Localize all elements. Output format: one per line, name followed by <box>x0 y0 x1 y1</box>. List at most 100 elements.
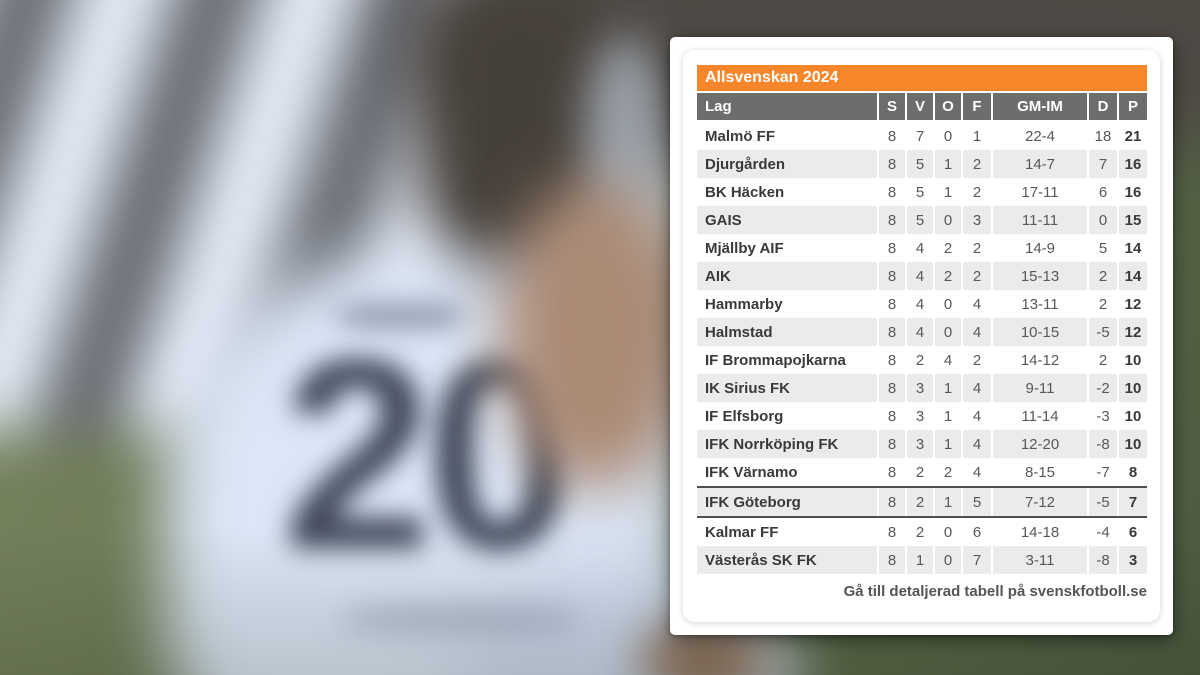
stat-f: 4 <box>963 290 991 318</box>
stat-d: 2 <box>1089 346 1117 374</box>
table-row: Malmö FF 8 7 0 1 22-4 18 21 <box>697 122 1147 150</box>
team-name: AIK <box>697 262 877 290</box>
stat-p: 10 <box>1119 430 1147 458</box>
col-header-s: S <box>879 93 905 120</box>
bg-arm-blur <box>500 180 690 490</box>
stat-v: 3 <box>907 374 933 402</box>
stat-v: 1 <box>907 546 933 574</box>
table-header-row: Lag S V O F GM-IM D P <box>697 93 1147 120</box>
stat-d: -7 <box>1089 458 1117 486</box>
stat-v: 7 <box>907 122 933 150</box>
table-row: Djurgården 8 5 1 2 14-7 7 16 <box>697 150 1147 178</box>
relegation-divider <box>697 486 1147 488</box>
stat-s: 8 <box>879 546 905 574</box>
stat-gm: 9-11 <box>993 374 1087 402</box>
col-header-d: D <box>1089 93 1117 120</box>
stat-v: 2 <box>907 518 933 546</box>
stat-o: 1 <box>935 178 961 206</box>
col-header-o: O <box>935 93 961 120</box>
stat-d: 7 <box>1089 150 1117 178</box>
stat-gm: 15-13 <box>993 262 1087 290</box>
stat-p: 14 <box>1119 262 1147 290</box>
stat-o: 1 <box>935 374 961 402</box>
standings-rows: Malmö FF 8 7 0 1 22-4 18 21 Djurgården 8 5 1 2 14-7 7 1… <box>697 122 1147 574</box>
stat-o: 0 <box>935 518 961 546</box>
table-row: IK Sirius FK 8 3 1 4 9-11 -2 10 <box>697 374 1147 402</box>
stat-f: 6 <box>963 518 991 546</box>
stat-f: 2 <box>963 262 991 290</box>
stat-p: 3 <box>1119 546 1147 574</box>
stat-s: 8 <box>879 458 905 486</box>
relegation-divider <box>697 516 1147 518</box>
stat-s: 8 <box>879 374 905 402</box>
stat-v: 4 <box>907 234 933 262</box>
col-header-gm-im: GM-IM <box>993 93 1087 120</box>
col-header-lag: Lag <box>697 93 877 120</box>
stat-v: 4 <box>907 318 933 346</box>
team-name: Kalmar FF <box>697 518 877 546</box>
table-row: IFK Norrköping FK 8 3 1 4 12-20 -8 10 <box>697 430 1147 458</box>
stat-p: 16 <box>1119 178 1147 206</box>
table-row: Halmstad 8 4 0 4 10-15 -5 12 <box>697 318 1147 346</box>
stat-gm: 11-14 <box>993 402 1087 430</box>
widget-title-bar: Allsvenskan 2024 <box>697 65 1147 91</box>
team-name: Djurgården <box>697 150 877 178</box>
stat-o: 0 <box>935 546 961 574</box>
stat-f: 4 <box>963 458 991 486</box>
standings-widget: Allsvenskan 2024 Lag S V O F GM-IM D P M… <box>670 37 1173 635</box>
stat-f: 4 <box>963 374 991 402</box>
stat-o: 2 <box>935 262 961 290</box>
stat-o: 1 <box>935 488 961 516</box>
stat-o: 0 <box>935 290 961 318</box>
stat-f: 2 <box>963 178 991 206</box>
stat-p: 21 <box>1119 122 1147 150</box>
stat-f: 7 <box>963 546 991 574</box>
stat-s: 8 <box>879 518 905 546</box>
stat-s: 8 <box>879 178 905 206</box>
stat-p: 6 <box>1119 518 1147 546</box>
stat-gm: 17-11 <box>993 178 1087 206</box>
stat-v: 4 <box>907 262 933 290</box>
table-row: GAIS 8 5 0 3 11-11 0 15 <box>697 206 1147 234</box>
stat-d: 2 <box>1089 262 1117 290</box>
stat-s: 8 <box>879 122 905 150</box>
stat-v: 2 <box>907 458 933 486</box>
stat-v: 4 <box>907 290 933 318</box>
stat-d: -8 <box>1089 430 1117 458</box>
table-row: Västerås SK FK 8 1 0 7 3-11 -8 3 <box>697 546 1147 574</box>
stat-p: 10 <box>1119 346 1147 374</box>
bg-striped-kit-blur <box>0 0 670 430</box>
stat-p: 15 <box>1119 206 1147 234</box>
team-name: IF Elfsborg <box>697 402 877 430</box>
stat-v: 3 <box>907 402 933 430</box>
team-name: IFK Göteborg <box>697 488 877 516</box>
widget-title: Allsvenskan 2024 <box>705 69 839 86</box>
stat-o: 1 <box>935 150 961 178</box>
bg-jersey-print-blur <box>335 303 465 329</box>
table-row: Mjällby AIF 8 4 2 2 14-9 5 14 <box>697 234 1147 262</box>
stat-gm: 8-15 <box>993 458 1087 486</box>
stat-s: 8 <box>879 290 905 318</box>
stat-s: 8 <box>879 488 905 516</box>
stat-v: 5 <box>907 206 933 234</box>
stat-f: 2 <box>963 234 991 262</box>
stat-gm: 10-15 <box>993 318 1087 346</box>
stat-d: 5 <box>1089 234 1117 262</box>
stat-v: 2 <box>907 488 933 516</box>
stat-f: 1 <box>963 122 991 150</box>
stat-gm: 7-12 <box>993 488 1087 516</box>
bg-light-blob-blur <box>585 35 665 235</box>
stat-p: 12 <box>1119 290 1147 318</box>
stat-o: 2 <box>935 234 961 262</box>
table-row: AIK 8 4 2 2 15-13 2 14 <box>697 262 1147 290</box>
stat-d: 2 <box>1089 290 1117 318</box>
stat-gm: 11-11 <box>993 206 1087 234</box>
table-row: IF Brommapojkarna 8 2 4 2 14-12 2 10 <box>697 346 1147 374</box>
footer-link[interactable]: Gå till detaljerad tabell på svenskfotbo… <box>843 583 1147 600</box>
stat-d: -4 <box>1089 518 1117 546</box>
stat-o: 1 <box>935 430 961 458</box>
table-row: IFK Värnamo 8 2 2 4 8-15 -7 8 <box>697 458 1147 486</box>
team-name: IFK Norrköping FK <box>697 430 877 458</box>
stat-d: -5 <box>1089 318 1117 346</box>
